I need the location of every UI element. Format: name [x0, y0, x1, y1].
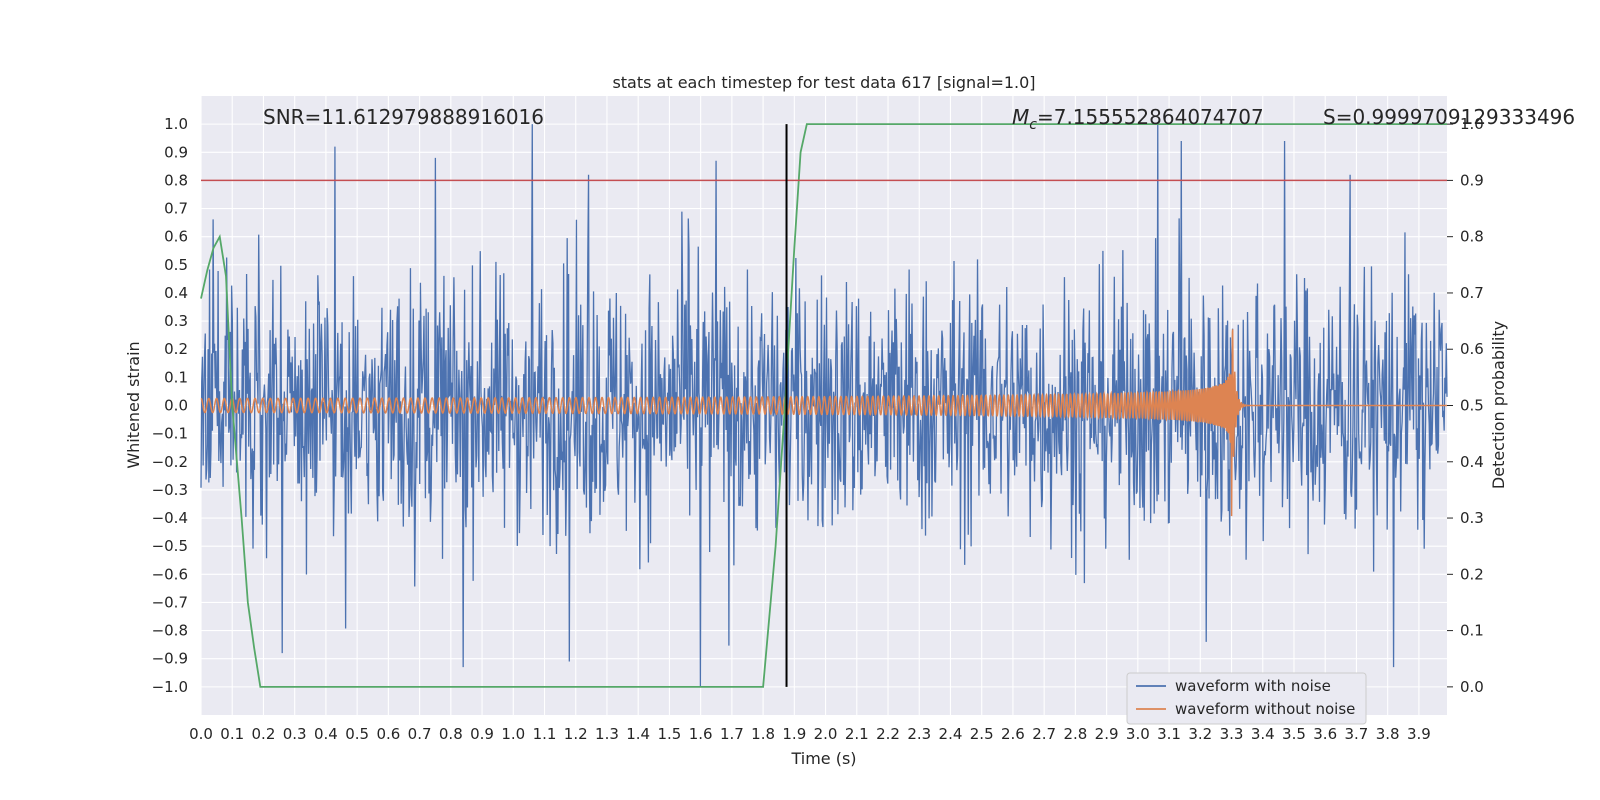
x-tick-label: 0.6: [376, 725, 400, 743]
series-waveform-without-noise: [200, 329, 1447, 517]
y2-tick-label: 0.1: [1460, 622, 1484, 640]
x-tick-label: 3.1: [1157, 725, 1181, 743]
y-tick-label: −0.2: [152, 453, 188, 471]
y2-tick-label: 0.9: [1460, 171, 1484, 189]
x-tick-label: 3.7: [1345, 725, 1369, 743]
y-tick-label: 0.0: [164, 397, 188, 415]
x-tick-label: 0.7: [408, 725, 432, 743]
series-detection-probability: [200, 123, 1447, 688]
x-tick-label: 2.1: [845, 725, 869, 743]
y-tick-label: 1.0: [164, 115, 188, 133]
x-tick-label: 0.2: [252, 725, 276, 743]
x-tick-label: 3.8: [1376, 725, 1400, 743]
y-tick-label: 0.3: [164, 312, 188, 330]
legend-label-clean: waveform without noise: [1175, 700, 1355, 718]
x-tick-label: 1.5: [657, 725, 681, 743]
legend-label-noise: waveform with noise: [1175, 677, 1331, 695]
x-tick-label: 2.0: [814, 725, 838, 743]
x-tick-label: 3.0: [1126, 725, 1150, 743]
y-tick-label: −0.7: [152, 593, 188, 611]
y2-tick-label: 0.8: [1460, 228, 1484, 246]
x-tick-label: 0.8: [439, 725, 463, 743]
y-tick-label: 0.6: [164, 228, 188, 246]
x-tick-label: 0.9: [470, 725, 494, 743]
x-tick-label: 0.5: [345, 725, 369, 743]
y-tick-label: 0.7: [164, 200, 188, 218]
x-tick-label: 0.4: [314, 725, 338, 743]
series-layer: [200, 123, 1448, 688]
x-tick-label: 1.3: [595, 725, 619, 743]
y-tick-label: −0.3: [152, 481, 188, 499]
x-tick-label: 3.9: [1407, 725, 1431, 743]
x-tick-label: 1.8: [751, 725, 775, 743]
y-tick-label: 0.4: [164, 284, 188, 302]
y-tick-label: −0.1: [152, 425, 188, 443]
x-tick-label: 0.1: [220, 725, 244, 743]
y2-tick-label: 0.0: [1460, 678, 1484, 696]
legend-box: [1126, 672, 1367, 725]
legend: waveform with noise waveform without noi…: [1126, 672, 1367, 725]
y2-tick-label: 0.3: [1460, 509, 1484, 527]
s-annotation: S=0.9999709129333496: [1323, 105, 1575, 129]
x-tick-label: 3.5: [1282, 725, 1306, 743]
x-tick-label: 1.4: [626, 725, 650, 743]
y2-tick-label: 0.4: [1460, 453, 1484, 471]
chirp-mass-annotation: Mc=7.155552864074707: [1012, 105, 1264, 133]
y2-axis-label: Detection probability: [1489, 321, 1508, 489]
y-tick-label: 0.1: [164, 368, 188, 386]
x-tick-label: 2.9: [1095, 725, 1119, 743]
y-axis-label: Whitened strain: [124, 341, 143, 468]
y-tick-label: 0.2: [164, 340, 188, 358]
x-tick-label: 1.2: [564, 725, 588, 743]
x-tick-label: 3.6: [1313, 725, 1337, 743]
x-tick-label: 2.5: [970, 725, 994, 743]
y2-tick-label: 0.2: [1460, 565, 1484, 583]
y2-tick-label: 1.0: [1460, 115, 1484, 133]
reference-lines: [201, 124, 1447, 687]
x-tick-label: 2.7: [1032, 725, 1056, 743]
x-tick-label: 2.2: [876, 725, 900, 743]
snr-annotation: SNR=11.612979888916016: [263, 105, 544, 129]
x-tick-label: 2.6: [1001, 725, 1025, 743]
x-tick-label: 1.6: [689, 725, 713, 743]
x-tick-label: 3.4: [1251, 725, 1275, 743]
series-waveform-with-noise: [200, 124, 1448, 687]
x-tick-label: 3.3: [1220, 725, 1244, 743]
x-tick-label: 1.0: [501, 725, 525, 743]
y-tick-label: −0.9: [152, 650, 188, 668]
y-tick-label: 0.9: [164, 143, 188, 161]
x-tick-label: 1.9: [782, 725, 806, 743]
y-tick-label: −0.5: [152, 537, 188, 555]
y-tick-label: −0.6: [152, 565, 188, 583]
x-tick-label: 0.3: [283, 725, 307, 743]
chirp-mass-subscript: c: [1029, 117, 1037, 133]
chart-title: stats at each timestep for test data 617…: [612, 73, 1035, 92]
tick-labels: 0.0 0.1 0.2 0.3 0.4 0.5 0.6 0.7 0.8 0.9 1.0 1.1 1.2 1…: [152, 115, 1484, 743]
y-tick-label: −1.0: [152, 678, 188, 696]
x-tick-label: 3.2: [1188, 725, 1212, 743]
x-tick-label: 2.4: [939, 725, 963, 743]
x-axis-label: Time (s): [790, 749, 856, 768]
y2-tick-label: 0.5: [1460, 397, 1484, 415]
y-tick-label: 0.5: [164, 256, 188, 274]
x-tick-label: 0.0: [189, 725, 213, 743]
y-tick-label: 0.8: [164, 171, 188, 189]
chirp-mass-value: =7.155552864074707: [1037, 105, 1264, 129]
x-tick-label: 1.1: [533, 725, 557, 743]
x-tick-label: 2.8: [1063, 725, 1087, 743]
y-tick-label: −0.4: [152, 509, 188, 527]
x-tick-label: 2.3: [907, 725, 931, 743]
y2-tick-label: 0.7: [1460, 284, 1484, 302]
chirp-mass-symbol: M: [1012, 105, 1029, 129]
x-tick-label: 1.7: [720, 725, 744, 743]
y-tick-label: −0.8: [152, 622, 188, 640]
y2-tick-label: 0.6: [1460, 340, 1484, 358]
